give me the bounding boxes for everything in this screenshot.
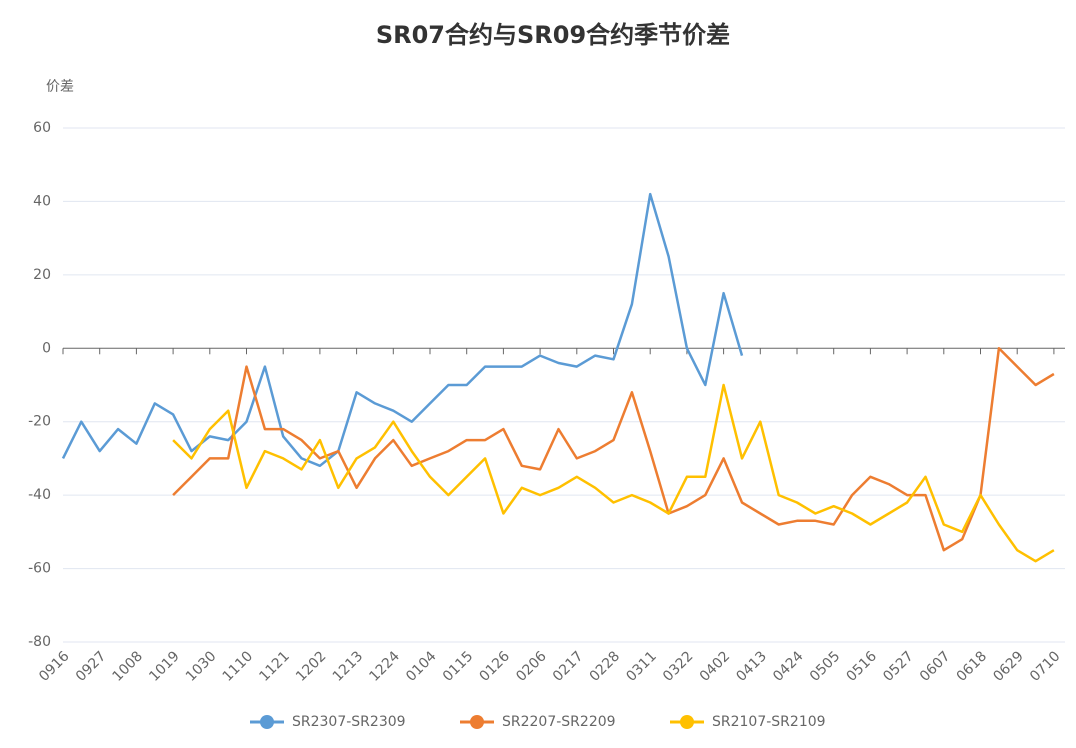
x-tick-label: 1110	[220, 648, 257, 685]
x-tick-label: 1030	[183, 648, 220, 685]
y-tick-label: -80	[28, 634, 51, 650]
x-tick-label: 0126	[477, 648, 514, 685]
x-tick-label: 0206	[513, 648, 550, 685]
y-axis-label: 价差	[46, 79, 74, 95]
series-line	[172, 347, 1055, 552]
x-tick-label: 1224	[366, 648, 403, 685]
x-tick-label: 1202	[293, 648, 330, 685]
x-tick-label: 1008	[110, 648, 147, 685]
legend-label: SR2207-SR2209	[502, 714, 616, 730]
x-tick-label: 0217	[550, 648, 587, 685]
y-tick-label: -20	[28, 414, 51, 430]
chart-title: SR07合约与SR09合约季节价差	[376, 21, 730, 49]
x-tick-label: 0607	[917, 648, 954, 685]
x-tick-label: 0115	[440, 648, 477, 685]
x-tick-label: 0629	[990, 648, 1027, 685]
y-tick-label: -60	[28, 561, 51, 577]
x-tick-label: 0927	[73, 648, 110, 685]
y-tick-label: 60	[33, 120, 51, 136]
x-tick-label: 0228	[587, 648, 624, 685]
x-tick-label: 0311	[623, 648, 660, 685]
x-tick-label: 0402	[697, 648, 734, 685]
x-tick-label: 0322	[660, 648, 697, 685]
x-tick-label: 0413	[733, 648, 770, 685]
y-tick-label: -40	[28, 487, 51, 503]
x-tick-label: 0104	[403, 648, 440, 685]
series-line	[172, 383, 1055, 563]
legend-label: SR2107-SR2109	[712, 714, 826, 730]
x-tick-label: 0516	[844, 648, 881, 685]
x-tick-label: 1019	[146, 648, 183, 685]
legend-marker	[680, 715, 694, 729]
x-tick-label: 0618	[954, 648, 991, 685]
x-tick-label: 1213	[330, 648, 367, 685]
y-tick-label: 40	[33, 193, 51, 209]
legend-marker	[260, 715, 274, 729]
x-tick-label: 0424	[770, 648, 807, 685]
x-tick-label: 1121	[256, 648, 293, 685]
y-tick-label: 20	[33, 267, 51, 283]
y-tick-label: 0	[42, 340, 51, 356]
legend-marker	[470, 715, 484, 729]
legend-label: SR2307-SR2309	[292, 714, 406, 730]
x-tick-label: 0505	[807, 648, 844, 685]
x-tick-label: 0710	[1027, 648, 1064, 685]
series-line	[61, 192, 744, 468]
x-tick-label: 0916	[36, 648, 73, 685]
x-tick-label: 0527	[880, 648, 917, 685]
